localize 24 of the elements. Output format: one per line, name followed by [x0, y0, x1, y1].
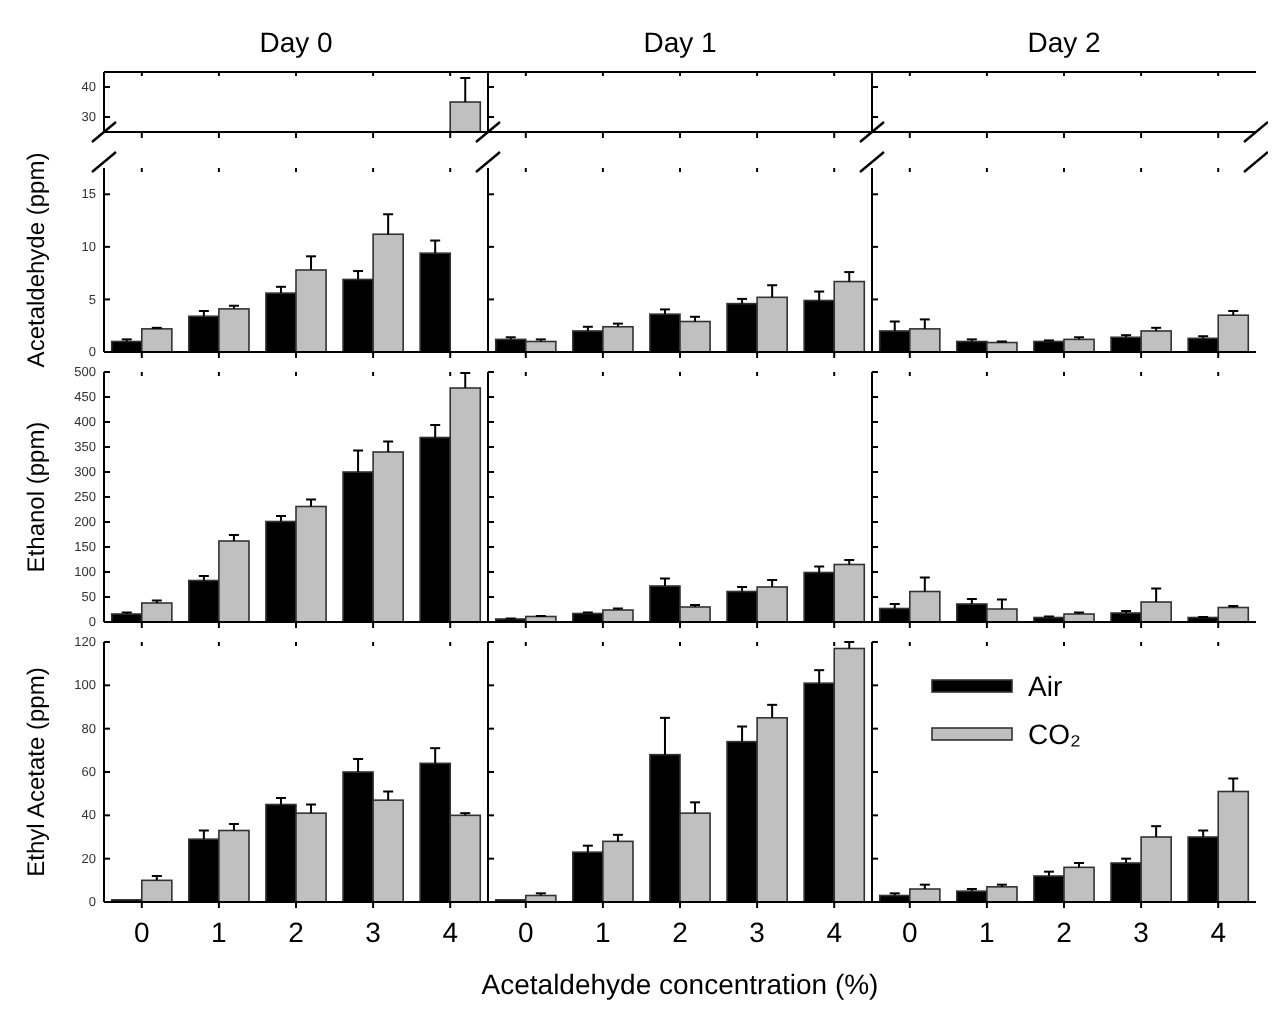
- y-axis-title: Ethyl Acetate (ppm): [22, 667, 50, 877]
- x-tick-label: 3: [1133, 916, 1150, 948]
- x-tick-label: 0: [901, 916, 918, 948]
- y-axis-title: Ethanol (ppm): [22, 421, 50, 573]
- x-tick-label: 3: [365, 916, 382, 948]
- x-tick-label: 4: [826, 916, 843, 948]
- x-tick-label: 0: [517, 916, 534, 948]
- chart-title: Day 1: [643, 26, 717, 58]
- x-tick-label: 2: [288, 916, 305, 948]
- x-tick-label: 3: [749, 916, 766, 948]
- x-tick-label: 4: [442, 916, 459, 948]
- legend-label: Air: [1028, 670, 1063, 702]
- x-tick-label: 2: [1056, 916, 1073, 948]
- legend-label: CO₂: [1028, 718, 1081, 750]
- chart-title: Day 0: [259, 26, 333, 58]
- x-tick-label: 2: [672, 916, 689, 948]
- x-tick-label: 1: [979, 916, 996, 948]
- chart-title: Day 2: [1027, 26, 1101, 58]
- y-axis-title: Acetaldehyde (ppm): [22, 152, 50, 368]
- x-tick-label: 0: [133, 916, 150, 948]
- x-tick-label: 1: [595, 916, 612, 948]
- x-tick-label: 4: [1210, 916, 1227, 948]
- x-axis-title: Acetaldehyde concentration (%): [481, 968, 879, 1000]
- x-tick-label: 1: [211, 916, 228, 948]
